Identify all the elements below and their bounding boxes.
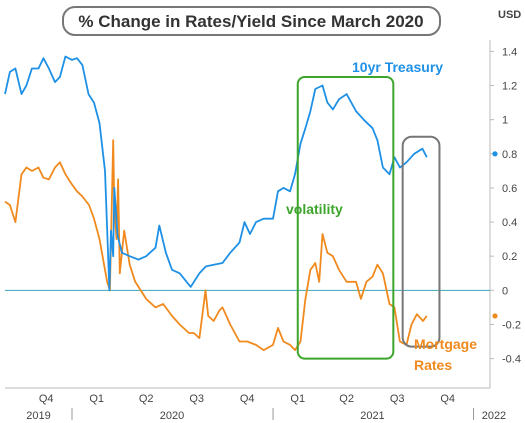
y-tick-label: 0 xyxy=(502,285,508,297)
y-tick-label: 1.4 xyxy=(502,46,517,58)
y-axis-unit-label: USD xyxy=(498,9,521,21)
x-tick-label: Q4 xyxy=(39,393,54,405)
annotation-10yr-treasury: 10yr Treasury xyxy=(352,59,443,75)
x-axis-ticks: Q4 Q1 Q2 Q3 Q4 Q1 Q2 Q3 Q4 2019 2020 2021 2022 xyxy=(26,393,506,422)
y-tick-label: 0.8 xyxy=(502,149,517,161)
series-line-mortgage-rates xyxy=(4,139,428,352)
annotation-rates: Rates xyxy=(414,357,452,373)
recent-box xyxy=(401,135,441,348)
x-tick-label: Q1 xyxy=(89,393,104,405)
y-tick-label: -0.2 xyxy=(502,319,521,331)
x-tick-label: Q2 xyxy=(339,393,354,405)
x-tick-label: Q2 xyxy=(139,393,154,405)
x-tick-label: Q1 xyxy=(290,393,305,405)
x-tick-label: Q3 xyxy=(189,393,204,405)
end-markers xyxy=(492,151,498,319)
y-tick-label: 0.4 xyxy=(502,217,517,229)
y-tick-label: 0.6 xyxy=(502,183,517,195)
annotation-mortgage: Mortgage xyxy=(414,336,477,352)
y-tick-label: 1 xyxy=(502,115,508,127)
x-year-label: 2021 xyxy=(360,410,384,422)
title-box xyxy=(62,6,441,36)
x-tick-label: Q4 xyxy=(440,393,455,405)
volatility-box xyxy=(296,76,395,360)
x-tick-label: Q3 xyxy=(390,393,405,405)
x-year-label: 2022 xyxy=(482,410,506,422)
x-tick-label: Q4 xyxy=(240,393,255,405)
y-tick-label: -0.4 xyxy=(502,354,521,366)
chart-title: % Change in Rates/Yield Since March 2020 xyxy=(78,12,423,31)
y-tick-label: 0.2 xyxy=(502,251,517,263)
end-marker xyxy=(492,313,498,319)
end-marker xyxy=(492,151,498,157)
series-line-10yr-treasury xyxy=(4,55,428,292)
x-year-label: 2019 xyxy=(26,410,50,422)
y-axis-ticks: 1.4 1.2 1 0.8 0.6 0.4 0.2 0 -0.2 -0.4 xyxy=(490,46,521,366)
annotation-volatility: volatility xyxy=(286,201,343,217)
x-year-label: 2020 xyxy=(160,410,184,422)
y-tick-label: 1.2 xyxy=(502,81,517,93)
